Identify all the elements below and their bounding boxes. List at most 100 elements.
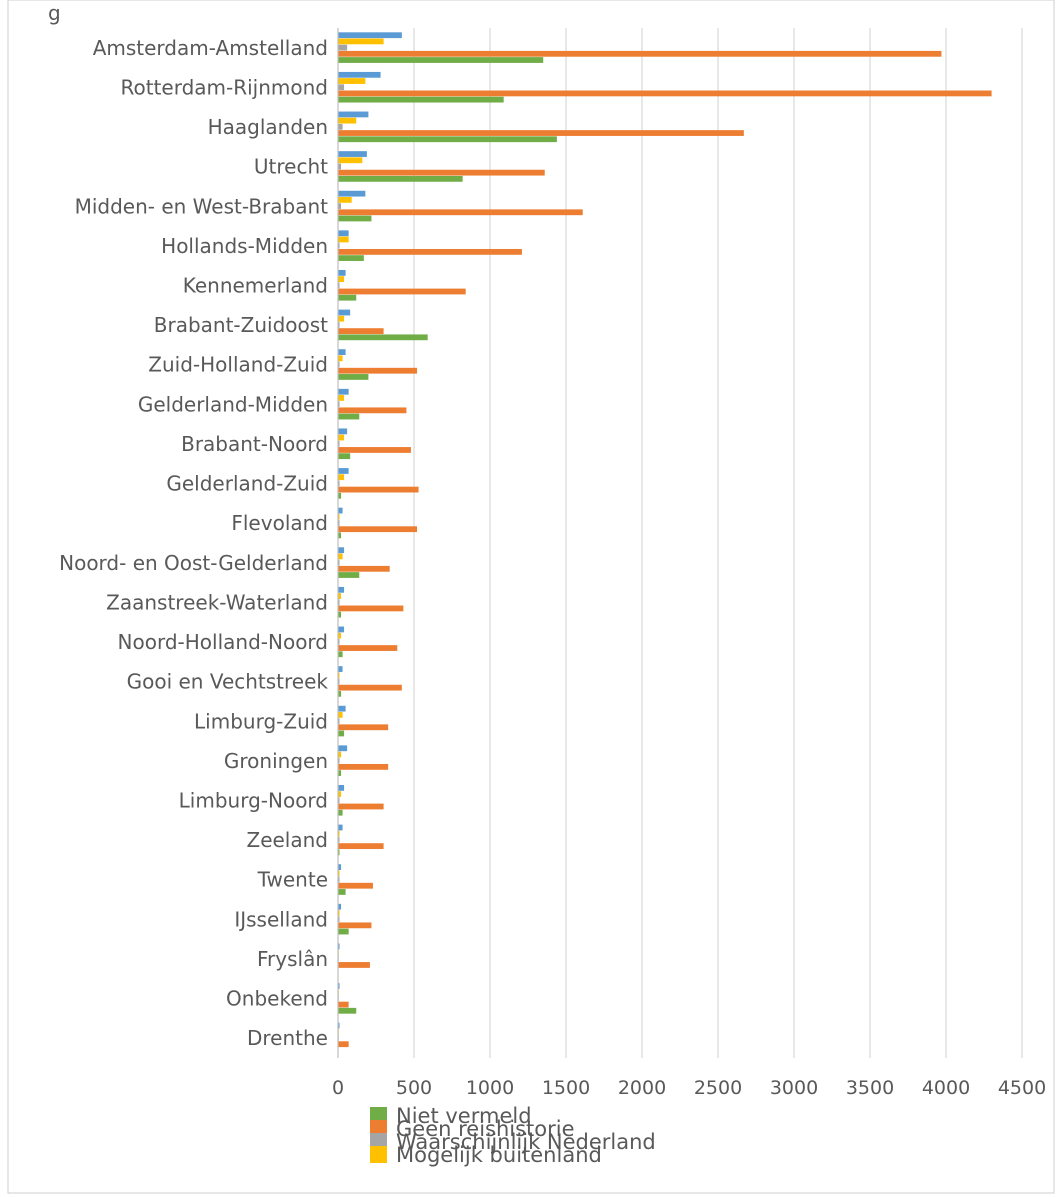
bar	[338, 130, 744, 136]
bar	[338, 983, 340, 989]
bar	[338, 248, 522, 255]
bar	[338, 599, 340, 606]
bar	[338, 889, 346, 895]
category-label: Rotterdam-Rijnmond	[120, 75, 328, 99]
bar	[338, 163, 342, 170]
bar	[338, 837, 340, 843]
legend-swatch	[370, 1120, 387, 1137]
bar	[338, 730, 345, 737]
bar	[338, 209, 583, 216]
bar	[338, 71, 381, 78]
bar	[338, 666, 343, 672]
x-axis-ticks: 0 500 1000 1500 2000 2500 3000 3500 4000 4500	[332, 1077, 1046, 1099]
bar	[338, 1001, 349, 1008]
bar	[338, 190, 366, 197]
x-tick-label: 500	[396, 1077, 432, 1099]
bar	[338, 255, 364, 261]
category-label: Brabant-Zuidoost	[154, 313, 328, 337]
category-label: Fryslân	[257, 947, 328, 971]
bar	[338, 215, 372, 222]
category-label: Utrecht	[254, 155, 328, 179]
bar	[338, 611, 342, 618]
bar	[338, 270, 346, 276]
bar	[338, 943, 340, 950]
bar	[338, 282, 340, 289]
category-label: Gooi en Vechtstreek	[127, 670, 329, 694]
bar	[338, 565, 390, 572]
bar	[338, 830, 340, 837]
bar	[338, 203, 342, 209]
bar	[338, 922, 372, 929]
bar	[338, 1007, 357, 1014]
category-label: Hollands-Midden	[161, 234, 328, 258]
bar	[338, 84, 345, 91]
bar	[338, 513, 340, 520]
bar	[338, 763, 389, 770]
bar	[338, 322, 340, 328]
bar	[338, 480, 340, 487]
gridlines	[413, 28, 1023, 1058]
category-label: Zuid-Holland-Zuid	[148, 353, 328, 377]
bar	[338, 276, 345, 282]
bar	[338, 44, 348, 51]
bar	[338, 123, 343, 130]
category-label: Zeeland	[247, 828, 329, 852]
bar	[338, 791, 342, 797]
bar	[338, 803, 384, 810]
legend-entry: Waarschijnlijk Nederland	[396, 1130, 656, 1154]
bar	[338, 672, 340, 679]
partial-title: g	[48, 1, 61, 25]
bar	[338, 96, 504, 103]
bar	[338, 196, 352, 203]
bar	[338, 724, 389, 731]
legend-swatch	[370, 1107, 387, 1124]
category-label: IJsselland	[234, 907, 328, 931]
bar	[338, 374, 369, 380]
bar	[338, 849, 340, 856]
category-label: Zaanstreek-Waterland	[106, 590, 328, 614]
category-label: Brabant-Noord	[181, 432, 328, 456]
bar	[338, 785, 345, 791]
category-label: Haaglanden	[208, 115, 328, 139]
bar	[338, 434, 345, 441]
bar	[338, 50, 942, 57]
bar	[338, 309, 351, 316]
bar	[338, 809, 343, 816]
bar	[338, 928, 349, 935]
bar	[338, 157, 363, 164]
category-labels: Amsterdam-Amstelland Rotterdam-Rijnmond Ha…	[59, 36, 328, 1050]
bar	[338, 718, 340, 724]
category-label: Gelderland-Zuid	[166, 472, 328, 496]
bar	[338, 916, 340, 923]
legend-entry: Mogelijk buitenland	[396, 1143, 602, 1167]
bar	[338, 230, 349, 237]
bar	[338, 349, 346, 356]
x-tick-label: 3000	[770, 1077, 818, 1099]
category-label: Noord-Holland-Noord	[118, 630, 328, 654]
bar	[338, 870, 340, 877]
bar	[338, 367, 418, 374]
bar	[338, 824, 343, 831]
bar	[338, 751, 342, 758]
bar	[338, 711, 343, 718]
category-label: Drenthe	[247, 1026, 328, 1050]
bar	[338, 388, 349, 395]
bar	[338, 1022, 340, 1029]
bar	[338, 632, 342, 639]
bar	[338, 876, 340, 883]
bar	[338, 770, 342, 776]
x-tick-label: 3500	[846, 1077, 894, 1099]
category-label: Noord- en Oost-Gelderland	[59, 551, 328, 575]
bar	[338, 593, 342, 599]
bar	[338, 486, 419, 493]
bar	[338, 413, 360, 420]
category-label: Gelderland-Midden	[138, 392, 328, 416]
bar	[338, 57, 544, 63]
bar	[338, 882, 373, 889]
category-label: Flevoland	[231, 511, 328, 535]
bar	[338, 745, 348, 752]
x-tick-label: 1500	[542, 1077, 590, 1099]
bar	[338, 962, 370, 968]
